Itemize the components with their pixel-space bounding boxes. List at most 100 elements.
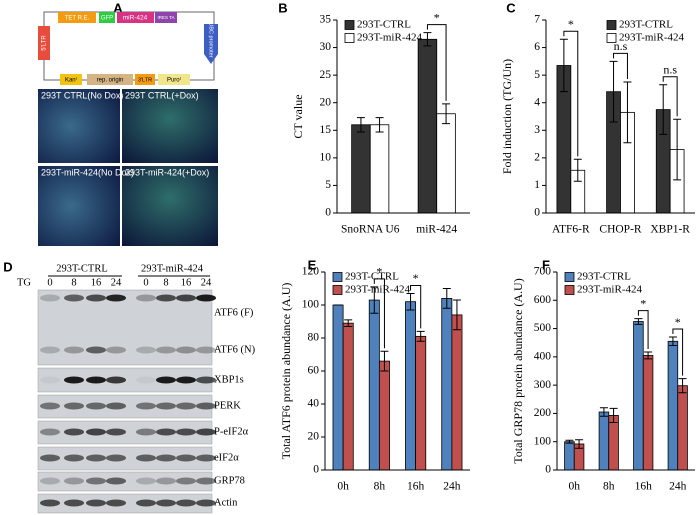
- y-tick-label: 3: [534, 124, 540, 136]
- panel-a: A TET R.E. GFP miR-424 IRES TA 5'LTR UBC…: [38, 0, 218, 246]
- band: [176, 376, 196, 384]
- plasmid-label: UBC promoter: [208, 22, 214, 57]
- x-tick-label: 24h: [669, 481, 687, 493]
- band: [40, 402, 60, 410]
- x-tick-label: 24h: [443, 481, 461, 493]
- band: [176, 402, 196, 410]
- error-bar: [609, 407, 618, 423]
- origin-box: [87, 74, 133, 85]
- legend-label: 293T-CTRL: [577, 271, 631, 283]
- band: [106, 376, 126, 384]
- y-tick-label: 0: [325, 207, 331, 219]
- band: [86, 428, 106, 436]
- panel-label: E: [308, 257, 317, 272]
- bar: [633, 321, 644, 471]
- bar: [368, 299, 380, 471]
- y-tick-label: 700: [534, 266, 552, 278]
- significance-bracket: [563, 30, 579, 157]
- treatment-label: TG: [17, 277, 31, 288]
- band-label: ATF6 (F): [214, 307, 254, 318]
- band: [40, 454, 60, 462]
- band: [106, 454, 126, 462]
- error-bar: [452, 299, 461, 331]
- tet-box: [58, 12, 96, 23]
- band: [156, 477, 176, 485]
- band: [196, 428, 216, 436]
- error-bar: [380, 350, 389, 372]
- band: [86, 499, 106, 507]
- band-label: GRP78: [214, 475, 245, 486]
- band: [64, 454, 84, 462]
- band: [176, 428, 196, 436]
- significance-bracket: [662, 76, 678, 117]
- axis: [324, 272, 470, 471]
- lane-label: 24: [111, 277, 122, 288]
- x-tick-label: SnoRNA U6: [341, 224, 400, 236]
- y-tick-label: 2: [534, 151, 540, 163]
- ltr3-box: [135, 74, 155, 85]
- band: [136, 402, 156, 410]
- band: [86, 376, 106, 384]
- panel-label: F: [542, 257, 550, 272]
- bar: [417, 38, 438, 214]
- legend-label: 293T-miR-424: [619, 32, 684, 44]
- band: [196, 346, 216, 354]
- bar: [351, 124, 371, 214]
- group-label: 293T-CTRL: [56, 263, 108, 274]
- y-tick-label: 400: [534, 350, 552, 362]
- ires-box: [155, 12, 177, 23]
- error-bar: [644, 351, 653, 360]
- band: [196, 477, 216, 485]
- band: [86, 454, 106, 462]
- band: [136, 428, 156, 436]
- error-bar: [609, 60, 618, 123]
- legend-label: 293T-CTRL: [345, 271, 399, 283]
- band: [176, 294, 196, 302]
- y-tick-label: 7: [534, 14, 540, 26]
- band-label: PERK: [214, 400, 241, 411]
- panel-label: A: [113, 0, 123, 15]
- micrograph: [122, 89, 218, 163]
- band: [196, 454, 216, 462]
- y-tick-label: 300: [534, 379, 552, 391]
- band: [156, 428, 176, 436]
- band-label: XBP1s: [214, 374, 244, 385]
- y-tick-label: 1: [534, 179, 540, 191]
- band: [64, 346, 84, 354]
- band: [176, 477, 196, 485]
- y-tick-label: 0: [313, 464, 319, 476]
- lane-label: 0: [143, 277, 148, 288]
- y-tick-label: 35: [320, 14, 332, 26]
- bar: [332, 304, 344, 471]
- bar: [642, 355, 654, 471]
- annotation: *: [675, 315, 681, 329]
- x-tick-label: 0h: [569, 481, 581, 493]
- band: [156, 294, 176, 302]
- error-bar: [678, 378, 687, 394]
- error-bar: [356, 117, 365, 133]
- panel-label: D: [3, 259, 12, 274]
- plasmid-label: Puroʳ: [167, 77, 182, 84]
- bar: [405, 301, 417, 471]
- error-bar: [599, 407, 608, 417]
- y-axis-title: Total GRP78 protein abundance (A.U): [511, 278, 525, 463]
- lane-label: 16: [181, 277, 192, 288]
- error-bar: [370, 286, 379, 314]
- group-label: 293T-miR-424: [141, 263, 204, 274]
- band: [136, 454, 156, 462]
- micrograph: [38, 89, 120, 163]
- significance-bracket: [373, 278, 385, 349]
- kan-box: [60, 74, 82, 85]
- y-axis-title: CT value: [291, 94, 305, 138]
- x-tick-label: 8h: [374, 481, 386, 493]
- plasmid-label: 3'LTR: [138, 77, 152, 83]
- plasmid-label: Kanʳ: [65, 77, 78, 84]
- x-tick-label: ATF6-R: [552, 224, 590, 236]
- y-tick-label: 600: [534, 294, 552, 306]
- annotation: *: [568, 17, 574, 31]
- band: [86, 294, 106, 302]
- band: [196, 294, 216, 302]
- band: [40, 499, 60, 507]
- error-bar: [573, 158, 582, 182]
